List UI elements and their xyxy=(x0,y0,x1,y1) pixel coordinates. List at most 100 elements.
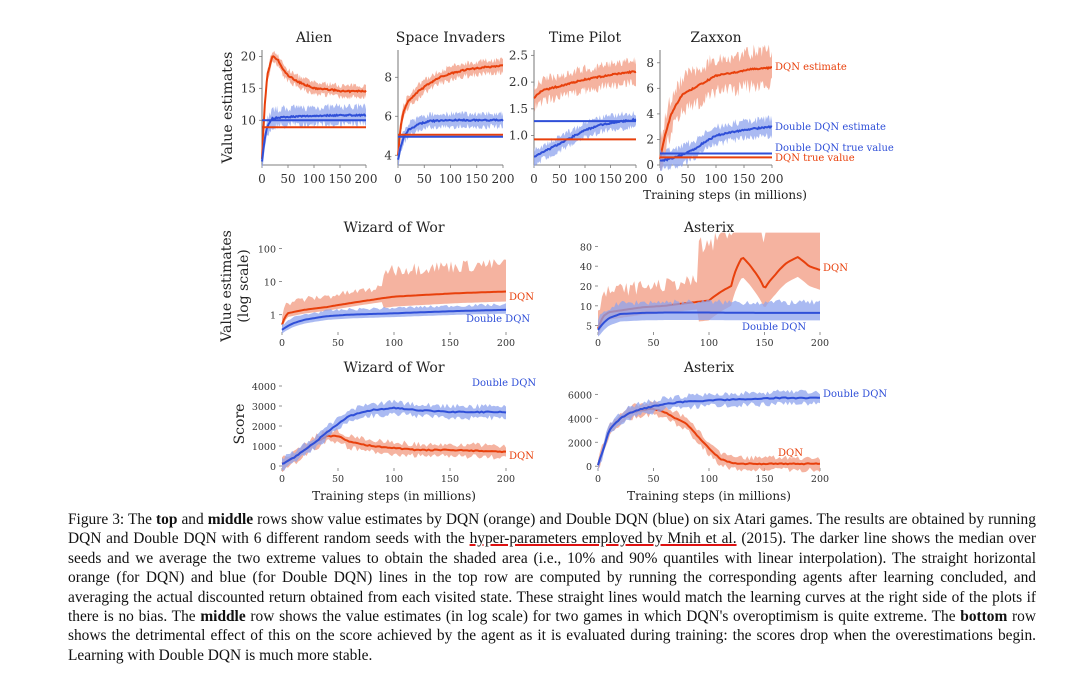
panel-2-line-dqn xyxy=(397,64,504,156)
panel-5-line-ddqn xyxy=(281,308,507,331)
panel-2-ytick-label: 8 xyxy=(384,70,392,84)
panel-4-xtick-label: 0 xyxy=(656,172,664,186)
panel-6-xtick-label: 200 xyxy=(811,338,829,349)
panel-6-ytick-label: 40 xyxy=(580,262,592,273)
panel-6-ytick-label: 80 xyxy=(580,242,592,253)
panel-2-title: Space Invaders xyxy=(396,30,505,46)
panel-3-ytick-label: 2.0 xyxy=(509,75,528,89)
caption-bold-top: top xyxy=(156,511,178,528)
panel-7-xtick-label: 200 xyxy=(497,474,515,485)
panel-8-xlabel: Training steps (in millions) xyxy=(627,489,791,503)
panel-7-ytick-label: 1000 xyxy=(252,442,276,453)
panel-8-band-ddqn xyxy=(598,389,820,471)
caption-text: row shows the value estimates (in log sc… xyxy=(250,608,956,626)
panel-3-ytick-label: 1.0 xyxy=(509,129,528,143)
panel-8-xtick-label: 0 xyxy=(595,474,601,485)
figure-caption: Figure 3: The top and middle rows show v… xyxy=(68,510,1036,665)
panel-5-ytick-label: 100 xyxy=(258,244,276,255)
panel-6-label-dqn: DQN xyxy=(823,263,848,274)
panel-8-label-dqn: DQN xyxy=(778,448,803,459)
panel-1-band-dqn xyxy=(262,50,366,162)
panel-7-xtick-label: 0 xyxy=(279,474,285,485)
caption-text: and xyxy=(181,511,204,528)
panel-5-label-ddqn: Double DQN xyxy=(466,314,530,325)
panel-3-line-dqn xyxy=(533,70,637,99)
panel-5-line-dqn xyxy=(281,290,507,326)
panel-7-ytick-label: 4000 xyxy=(252,382,276,393)
panel-5-xtick-label: 150 xyxy=(441,338,459,349)
panel-1-xtick-label: 100 xyxy=(303,172,326,186)
panel-3-xtick-label: 100 xyxy=(574,172,597,186)
panel-1-xtick-label: 0 xyxy=(258,172,266,186)
panel-8-xtick-label: 50 xyxy=(647,474,659,485)
panel-4-label-dqn-estimate: DQN estimate xyxy=(775,62,847,73)
panel-8-xtick-label: 150 xyxy=(755,474,773,485)
panel-4-xtick-label: 50 xyxy=(680,172,695,186)
panel-2-line-ddqn xyxy=(397,118,504,160)
panel-2-ytick-label: 6 xyxy=(384,109,392,123)
panel-3-xtick-label: 150 xyxy=(599,172,622,186)
panel-7-label-dqn: DQN xyxy=(509,451,534,462)
panel-6-ytick-label: 5 xyxy=(586,322,592,333)
panel-2-xtick-label: 0 xyxy=(394,172,402,186)
panel-3-xtick-label: 50 xyxy=(552,172,567,186)
panel-4-line-dqn xyxy=(659,66,772,160)
panel-4-xlabel: Training steps (in millions) xyxy=(643,188,807,202)
panel-2-xtick-label: 150 xyxy=(465,172,488,186)
panel-4-label-ddqn-estimate: Double DQN estimate xyxy=(775,122,886,133)
panel-4-band-ddqn xyxy=(660,115,772,171)
panel-6-label-ddqn: Double DQN xyxy=(742,322,806,333)
panel-4-label-dqn-true: DQN true value xyxy=(775,153,855,164)
panel-7-title: Wizard of Wor xyxy=(343,360,444,376)
panel-7-xtick-label: 150 xyxy=(441,474,459,485)
caption-text: (2015). The darker line shows the median… xyxy=(68,530,1036,626)
caption-text: row shows the detrimental effect of this… xyxy=(68,608,1036,664)
panel-6-title: Asterix xyxy=(683,220,734,236)
panel-2-xtick-label: 100 xyxy=(439,172,462,186)
panel-6-line-ddqn xyxy=(597,311,820,331)
caption-text: rows show value estimates by DQN (orange… xyxy=(68,511,1036,548)
panel-3-ytick-label: 2.5 xyxy=(509,48,528,62)
panel-5-ylabel-2: (log scale) xyxy=(236,249,252,322)
panel-5-label-dqn: DQN xyxy=(509,292,534,303)
panel-7-label-ddqn: Double DQN xyxy=(472,378,536,389)
panel-2-xtick-label: 200 xyxy=(492,172,515,186)
panel-5-xtick-label: 200 xyxy=(497,338,515,349)
caption-bold-middle: middle xyxy=(200,608,246,626)
panel-8-title: Asterix xyxy=(683,360,734,376)
panel-3-title: Time Pilot xyxy=(549,30,622,46)
panel-4-title: Zaxxon xyxy=(690,30,741,46)
panel-6-band-ddqn xyxy=(598,299,820,337)
panel-4-ytick-label: 6 xyxy=(646,81,654,95)
panel-7-ylabel: Score xyxy=(232,404,248,445)
caption-bold-middle: middle xyxy=(207,511,254,528)
panel-3-xtick-label: 200 xyxy=(625,172,648,186)
panel-6-ytick-label: 20 xyxy=(580,282,592,293)
panel-4-band-dqn xyxy=(660,44,772,171)
panel-4-ytick-label: 2 xyxy=(646,132,654,146)
panel-4-ytick-label: 0 xyxy=(646,158,654,172)
panel-8-xtick-label: 200 xyxy=(811,474,829,485)
panel-1-title: Alien xyxy=(295,30,332,46)
panel-7-xtick-label: 50 xyxy=(332,474,344,485)
panel-4-label-ddqn-true: Double DQN true value xyxy=(775,143,894,154)
panel-6-xtick-label: 0 xyxy=(595,338,601,349)
panel-2-band-ddqn xyxy=(398,110,503,167)
panel-5-band-dqn xyxy=(282,259,506,329)
panel-8-ytick-label: 2000 xyxy=(568,438,592,449)
panel-5-xtick-label: 100 xyxy=(385,338,403,349)
panel-8-ytick-label: 6000 xyxy=(568,390,592,401)
panel-7-ytick-label: 2000 xyxy=(252,422,276,433)
panel-3-ytick-label: 1.5 xyxy=(509,102,528,116)
panel-4-ytick-label: 4 xyxy=(646,107,654,121)
panel-1-ylabel: Value estimates xyxy=(220,52,236,165)
caption-bold-bottom: bottom xyxy=(960,608,1008,626)
panel-8-label-ddqn: Double DQN xyxy=(823,389,887,400)
panel-1-band-ddqn xyxy=(262,103,366,168)
caption-citation-link[interactable]: hyper-parameters employed by Mnih et al. xyxy=(469,530,737,548)
panel-7-band-dqn xyxy=(282,427,506,473)
panel-8-line-ddqn xyxy=(597,396,821,466)
panel-7-line-ddqn xyxy=(281,406,507,465)
panel-6-ytick-label: 10 xyxy=(580,302,592,313)
